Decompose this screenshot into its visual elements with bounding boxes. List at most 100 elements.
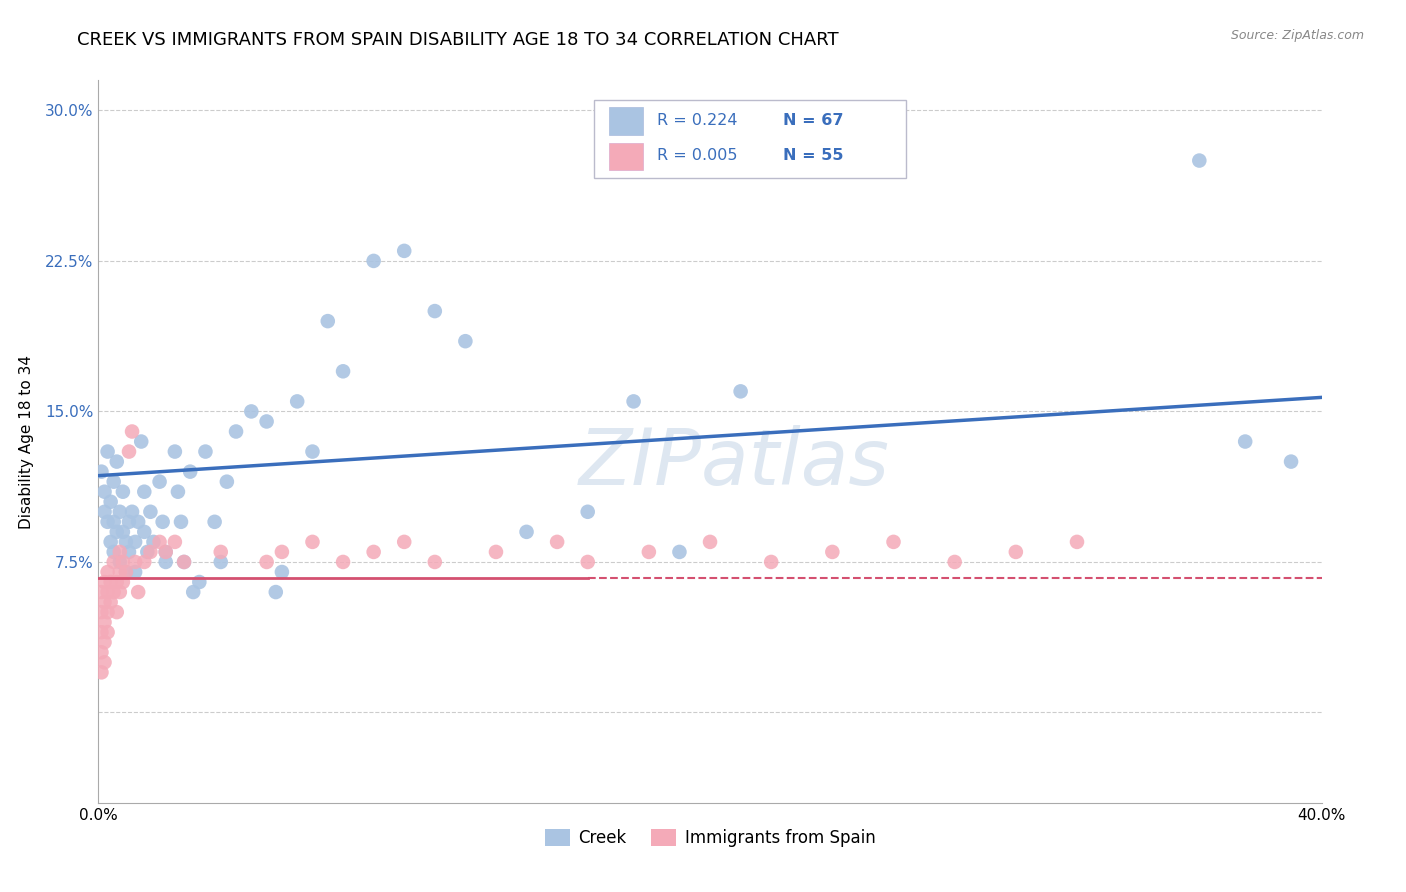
Point [163,534,186,549]
Point [173,555,195,569]
Point [97,565,120,579]
Point [316,314,339,328]
Point [576,505,599,519]
Point [124,555,146,569]
Point [194,444,217,458]
FancyBboxPatch shape [609,107,643,135]
Point [115,565,138,579]
Text: ZIPatlas: ZIPatlas [579,425,890,501]
Point [118,444,141,458]
Point [759,123,782,137]
Point [173,555,195,569]
Point [103,475,125,489]
Point [363,545,385,559]
Point [90,625,112,640]
Point [118,515,141,529]
Point [93,574,115,589]
FancyBboxPatch shape [593,100,905,178]
Point [285,394,308,409]
Point [301,534,323,549]
Point [209,545,232,559]
Point [225,425,247,439]
Point [454,334,477,349]
Point [136,545,159,559]
Point [100,494,122,508]
Point [108,555,131,569]
Point [270,545,292,559]
Y-axis label: Disability Age 18 to 34: Disability Age 18 to 34 [18,354,34,529]
Point [93,484,115,499]
Point [134,555,156,569]
Point [264,585,287,599]
Point [256,414,278,429]
Point [139,505,162,519]
Point [163,444,186,458]
Point [108,545,131,559]
Point [516,524,538,539]
Point [1234,434,1257,449]
Point [105,455,128,469]
Text: CREEK VS IMMIGRANTS FROM SPAIN DISABILITY AGE 18 TO 34 CORRELATION CHART: CREEK VS IMMIGRANTS FROM SPAIN DISABILIT… [77,31,839,49]
Point [485,545,508,559]
Point [155,555,177,569]
Point [167,484,190,499]
Point [90,465,112,479]
Point [139,545,162,559]
Point [363,253,385,268]
Point [637,545,661,559]
Point [103,555,125,569]
Point [332,364,354,378]
Point [134,484,156,499]
Point [97,585,120,599]
Point [90,605,112,619]
Point [103,515,125,529]
Point [105,574,128,589]
Point [699,534,721,549]
Point [1188,153,1211,168]
Text: N = 67: N = 67 [783,112,844,128]
Point [668,545,690,559]
Point [127,585,149,599]
Point [392,534,416,549]
Point [179,465,201,479]
Point [105,524,128,539]
Point [93,635,115,649]
Point [423,304,446,318]
Point [100,574,122,589]
Point [105,605,128,619]
Point [883,534,905,549]
Point [155,545,177,559]
Point [93,615,115,630]
Point [111,555,134,569]
Point [115,534,138,549]
Point [100,595,122,609]
Point [90,665,112,680]
FancyBboxPatch shape [609,143,643,170]
Point [111,484,134,499]
Point [1004,545,1026,559]
Point [209,555,232,569]
Point [121,505,143,519]
Point [97,515,120,529]
Point [97,444,120,458]
Point [392,244,416,258]
Text: N = 55: N = 55 [783,148,844,162]
Point [90,585,112,599]
Point [155,545,177,559]
Point [546,534,568,549]
Point [204,515,226,529]
Point [97,605,120,619]
Point [301,444,323,458]
Point [1066,534,1088,549]
Point [100,534,122,549]
Point [181,585,204,599]
Point [759,555,782,569]
Point [576,555,599,569]
Point [108,505,131,519]
Point [129,434,152,449]
Point [121,425,143,439]
Legend: Creek, Immigrants from Spain: Creek, Immigrants from Spain [538,822,882,854]
Point [118,545,141,559]
Point [149,475,172,489]
Point [127,515,149,529]
